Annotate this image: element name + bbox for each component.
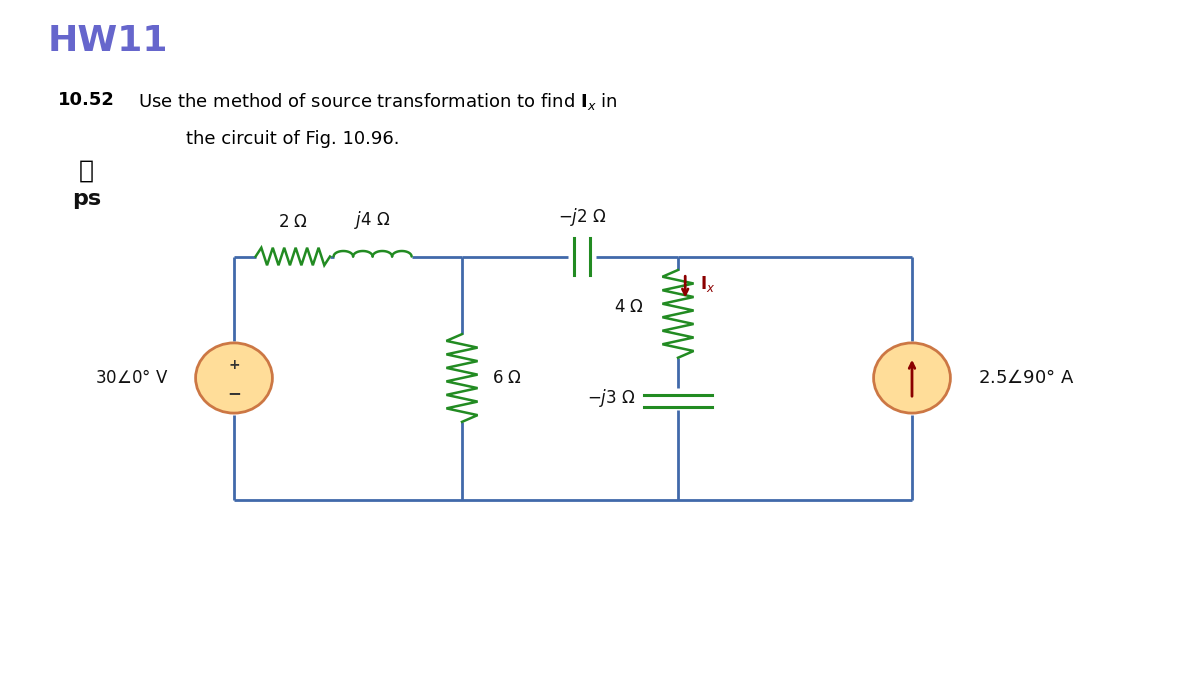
Text: 2 $\Omega$: 2 $\Omega$ — [278, 213, 307, 231]
Text: 4 $\Omega$: 4 $\Omega$ — [614, 298, 644, 316]
Text: 🔥: 🔥 — [79, 158, 94, 182]
Text: $-j$3 $\Omega$: $-j$3 $\Omega$ — [588, 387, 636, 409]
Text: $j$4 $\Omega$: $j$4 $\Omega$ — [354, 209, 391, 231]
Text: the circuit of Fig. 10.96.: the circuit of Fig. 10.96. — [186, 130, 400, 148]
Text: +: + — [228, 358, 240, 372]
Text: $-j$2 $\Omega$: $-j$2 $\Omega$ — [558, 206, 606, 228]
Text: Use the method of source transformation to find $\mathbf{I}_x$ in: Use the method of source transformation … — [138, 91, 618, 112]
Text: 10.52: 10.52 — [58, 91, 114, 109]
Text: $\mathbf{I}_x$: $\mathbf{I}_x$ — [700, 273, 715, 294]
Text: 2.5$\angle$90° A: 2.5$\angle$90° A — [978, 369, 1074, 387]
Text: 6 $\Omega$: 6 $\Omega$ — [492, 369, 522, 387]
Text: ps: ps — [72, 189, 101, 209]
Ellipse shape — [874, 343, 950, 413]
Ellipse shape — [196, 343, 272, 413]
Text: −: − — [227, 384, 241, 402]
Text: HW11: HW11 — [48, 24, 168, 57]
Text: 30$\angle$0° V: 30$\angle$0° V — [95, 369, 168, 387]
